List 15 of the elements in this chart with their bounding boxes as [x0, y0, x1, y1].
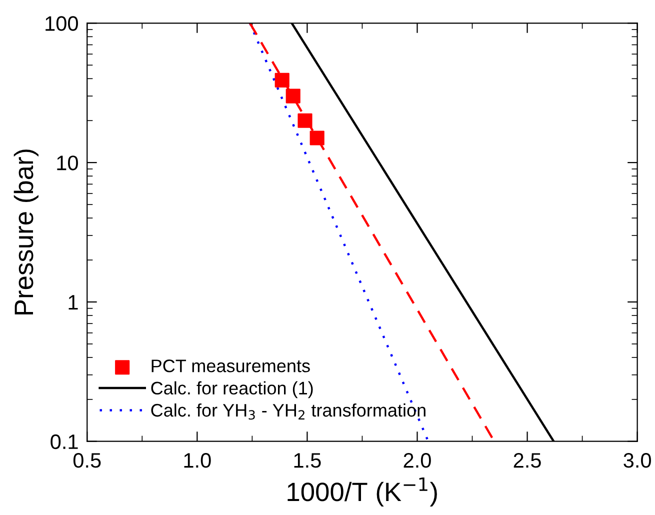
x-tick-label: 3.0: [624, 453, 651, 468]
y-tick-label: 100: [46, 16, 78, 31]
y-tick-label: 0.1: [50, 434, 78, 450]
x-tick-label: 1.5: [294, 453, 321, 468]
legend-label: Calc. for reaction (1): [151, 381, 313, 398]
y-tick-label: 1: [68, 295, 78, 310]
x-tick-label: 1.0: [184, 453, 211, 468]
x-tick-label: 2.0: [404, 453, 431, 468]
x-tick-label: 2.5: [514, 453, 541, 468]
legend-label: Calc. for YH$_{3}$ - YH$_{2}$ transformation: [151, 403, 426, 420]
x-axis-title: 1000/T (K$^{−1}$): [288, 477, 437, 506]
legend-label: PCT measurements: [152, 360, 310, 372]
y-axis-title: Pressure (bar): [14, 150, 38, 314]
x-tick-label: 0.5: [73, 453, 101, 468]
y-tick-label: 10: [57, 156, 78, 170]
